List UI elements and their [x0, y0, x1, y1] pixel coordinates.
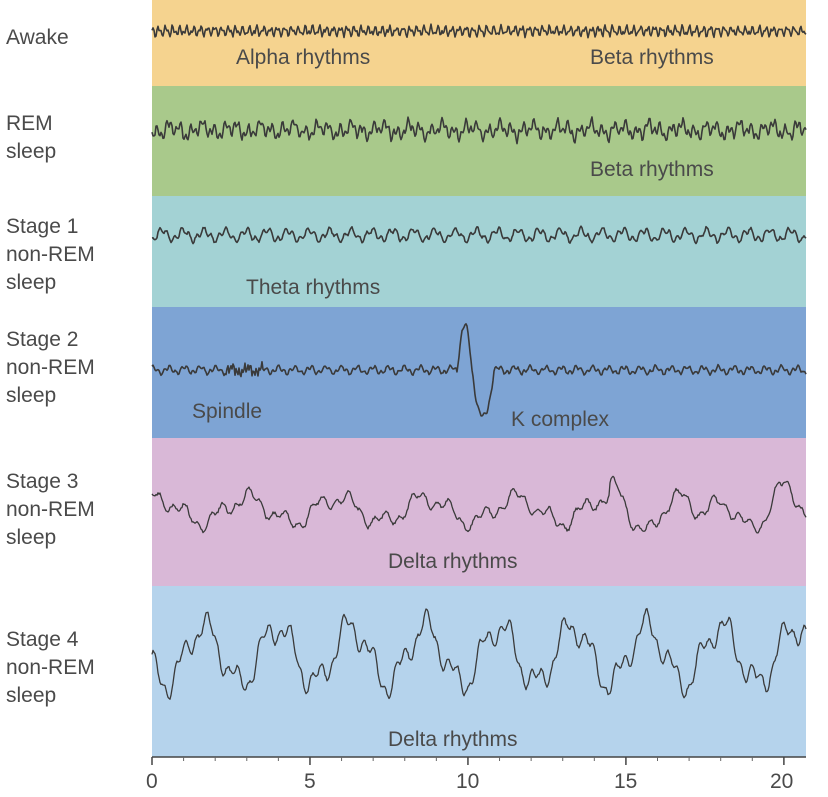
annotation-k-complex: K complex [511, 408, 610, 431]
eeg-trace-rem [151, 116, 807, 145]
stage-label-stage3: Stage 3 non-REM sleep [6, 470, 95, 549]
stage-label-stage2: Stage 2 non-REM sleep [6, 328, 95, 407]
tick-label-20: 20 [770, 770, 794, 793]
eeg-trace-awake [151, 23, 807, 39]
tick-label-0: 0 [146, 770, 158, 793]
band-stage1 [152, 196, 806, 307]
tick-label-5: 5 [304, 770, 316, 793]
stage-bands [152, 0, 806, 757]
band-awake [152, 0, 806, 86]
band-rem [152, 86, 806, 196]
tick-label-15: 15 [614, 770, 638, 793]
annotation-beta-rhythms-rem: Beta rhythms [590, 158, 714, 181]
tick-label-10: 10 [456, 770, 480, 793]
eeg-trace-stage4 [151, 607, 807, 700]
annotation-alpha-rhythms: Alpha rhythms [236, 46, 371, 69]
annotation-delta-rhythms-stage3: Delta rhythms [388, 550, 518, 573]
stage-label-rem: REM sleep [6, 112, 57, 163]
stage-label-awake: Awake [6, 26, 69, 49]
eeg-trace-stage3 [151, 475, 807, 534]
band-stage4 [152, 586, 806, 757]
eeg-traces [151, 23, 807, 700]
band-stage3 [152, 438, 806, 586]
annotation-theta-rhythms: Theta rhythms [246, 276, 381, 299]
annotation-spindle: Spindle [192, 400, 263, 423]
stage-label-stage4: Stage 4 non-REM sleep [6, 628, 95, 707]
eeg-trace-stage2 [151, 323, 807, 417]
time-axis [151, 756, 806, 765]
stage-label-stage1: Stage 1 non-REM sleep [6, 215, 95, 294]
eeg-trace-stage1 [151, 225, 807, 245]
annotation-beta-rhythms-awake: Beta rhythms [590, 46, 714, 69]
annotation-delta-rhythms-stage4: Delta rhythms [388, 728, 518, 751]
